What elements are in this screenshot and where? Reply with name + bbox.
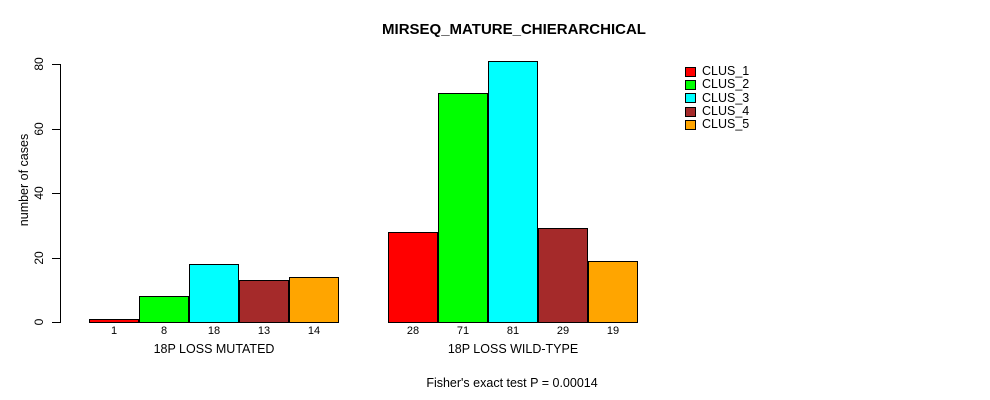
legend-label: CLUS_1 bbox=[702, 64, 750, 79]
bar-clus_4-1 bbox=[239, 280, 289, 323]
y-axis-tick-label: 40 bbox=[32, 186, 46, 200]
bar-clus_1-2 bbox=[388, 231, 438, 323]
bar-clus_2-2 bbox=[438, 93, 488, 323]
y-axis-tick bbox=[52, 193, 60, 194]
bar-value-label: 1 bbox=[110, 325, 118, 337]
bar-value-label: 81 bbox=[506, 325, 520, 337]
legend-swatch bbox=[685, 66, 696, 77]
bar-value-label: 13 bbox=[257, 325, 271, 337]
bar-value-label: 19 bbox=[606, 325, 620, 337]
bar-clus_3-2 bbox=[488, 60, 538, 323]
legend-swatch bbox=[685, 106, 696, 117]
legend-label: CLUS_5 bbox=[702, 117, 750, 132]
x-axis-group-label: 18P LOSS MUTATED bbox=[153, 342, 275, 356]
y-axis-tick-label: 80 bbox=[32, 57, 46, 71]
bar-clus_5-1 bbox=[289, 276, 339, 323]
x-axis-group-label: 18P LOSS WILD-TYPE bbox=[447, 342, 579, 356]
y-axis-line bbox=[60, 64, 61, 323]
y-axis-tick bbox=[52, 322, 60, 323]
y-axis-title: number of cases bbox=[17, 133, 31, 227]
legend-swatch bbox=[685, 119, 696, 130]
bar-value-label: 28 bbox=[406, 325, 420, 337]
bar-value-label: 14 bbox=[307, 325, 321, 337]
y-axis-tick bbox=[52, 128, 60, 130]
legend-item-clus_2: CLUS_2 bbox=[685, 78, 749, 91]
bar-value-label: 18 bbox=[207, 325, 221, 337]
bar-clus_3-1 bbox=[189, 263, 239, 323]
y-axis-tick-label: 60 bbox=[32, 121, 46, 136]
legend-item-clus_4: CLUS_4 bbox=[685, 105, 749, 118]
legend: CLUS_1 CLUS_2 CLUS_3 CLUS_4 CLUS_5 bbox=[685, 65, 749, 131]
legend-item-clus_1: CLUS_1 bbox=[685, 65, 749, 78]
bar-clus_1-1 bbox=[89, 318, 139, 323]
legend-swatch bbox=[685, 79, 696, 90]
legend-swatch bbox=[685, 93, 696, 104]
bar-clus_5-2 bbox=[588, 260, 638, 323]
y-axis-tick-label: 20 bbox=[32, 250, 46, 265]
bar-value-label: 29 bbox=[556, 325, 570, 337]
y-axis-tick bbox=[52, 64, 60, 65]
bar-clus_4-2 bbox=[538, 228, 588, 323]
legend-label: CLUS_3 bbox=[702, 90, 750, 105]
bar-clus_2-1 bbox=[139, 296, 189, 323]
bar-value-label: 8 bbox=[160, 325, 168, 337]
chart-title: MIRSEQ_MATURE_CHIERARCHICAL bbox=[382, 21, 646, 38]
legend-item-clus_5: CLUS_5 bbox=[685, 118, 749, 131]
y-axis-tick bbox=[52, 257, 60, 259]
bar-value-label: 71 bbox=[456, 325, 470, 337]
y-axis-tick-label: 0 bbox=[32, 318, 46, 326]
legend-label: CLUS_2 bbox=[702, 77, 750, 92]
legend-item-clus_3: CLUS_3 bbox=[685, 90, 750, 105]
fisher-test-caption: Fisher's exact test P = 0.00014 bbox=[426, 376, 598, 390]
legend-label: CLUS_4 bbox=[702, 104, 750, 119]
